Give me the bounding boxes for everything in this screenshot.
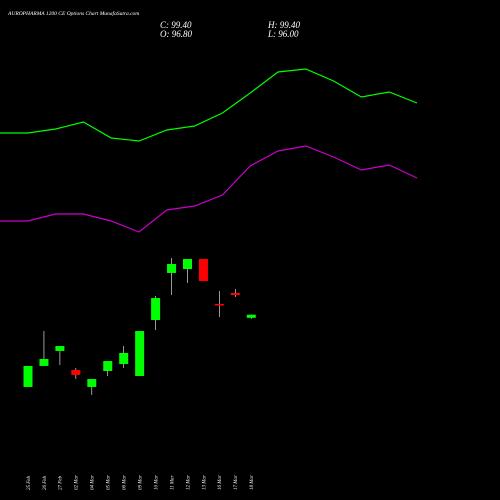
candle-body [103,361,113,371]
candle-body [71,370,81,375]
x-tick-label: 13 Mar [202,475,207,490]
low-label: L: 96.00 [267,29,299,39]
x-tick-label: 06 Mar [123,475,128,490]
x-tick-label: 11 Mar [170,475,175,490]
candle-body [39,359,49,366]
candle-body [167,263,177,273]
candle-body [87,379,97,387]
open-label: O: 96.80 [160,29,192,39]
indicator-line [0,68,418,142]
x-tick-label: 16 Mar [218,475,223,490]
x-tick-label: 05 Mar [107,475,112,490]
x-tick-label: 12 Mar [186,475,191,490]
indicator-line [0,145,418,233]
x-tick-label: 25 Feb [27,475,32,490]
candle-body [119,353,129,365]
candle-body [135,331,145,377]
candle-body [246,314,256,318]
x-tick-label: 17 Mar [234,475,239,490]
x-tick-label: 27 Feb [59,475,64,490]
x-tick-label: 26 Feb [43,475,48,490]
candle-body [151,298,161,320]
x-tick-label: 18 Mar [250,475,255,490]
chart-title: AUROPHARMA 1200 CE Options Chart MunafaS… [7,10,139,17]
high-label: H: 99.40 [267,20,300,30]
candle-body [55,346,65,351]
x-tick-label: 02 Mar [75,475,80,490]
x-tick-label: 04 Mar [91,475,96,490]
x-tick-label: 10 Mar [154,475,159,490]
close-label: C: 99.40 [160,20,192,30]
candle-body [183,259,192,269]
candle-body [23,365,33,387]
candle-body [230,293,240,296]
candle-body [214,304,224,306]
candle-body [198,259,208,281]
x-tick-label: 09 Mar [138,475,143,490]
